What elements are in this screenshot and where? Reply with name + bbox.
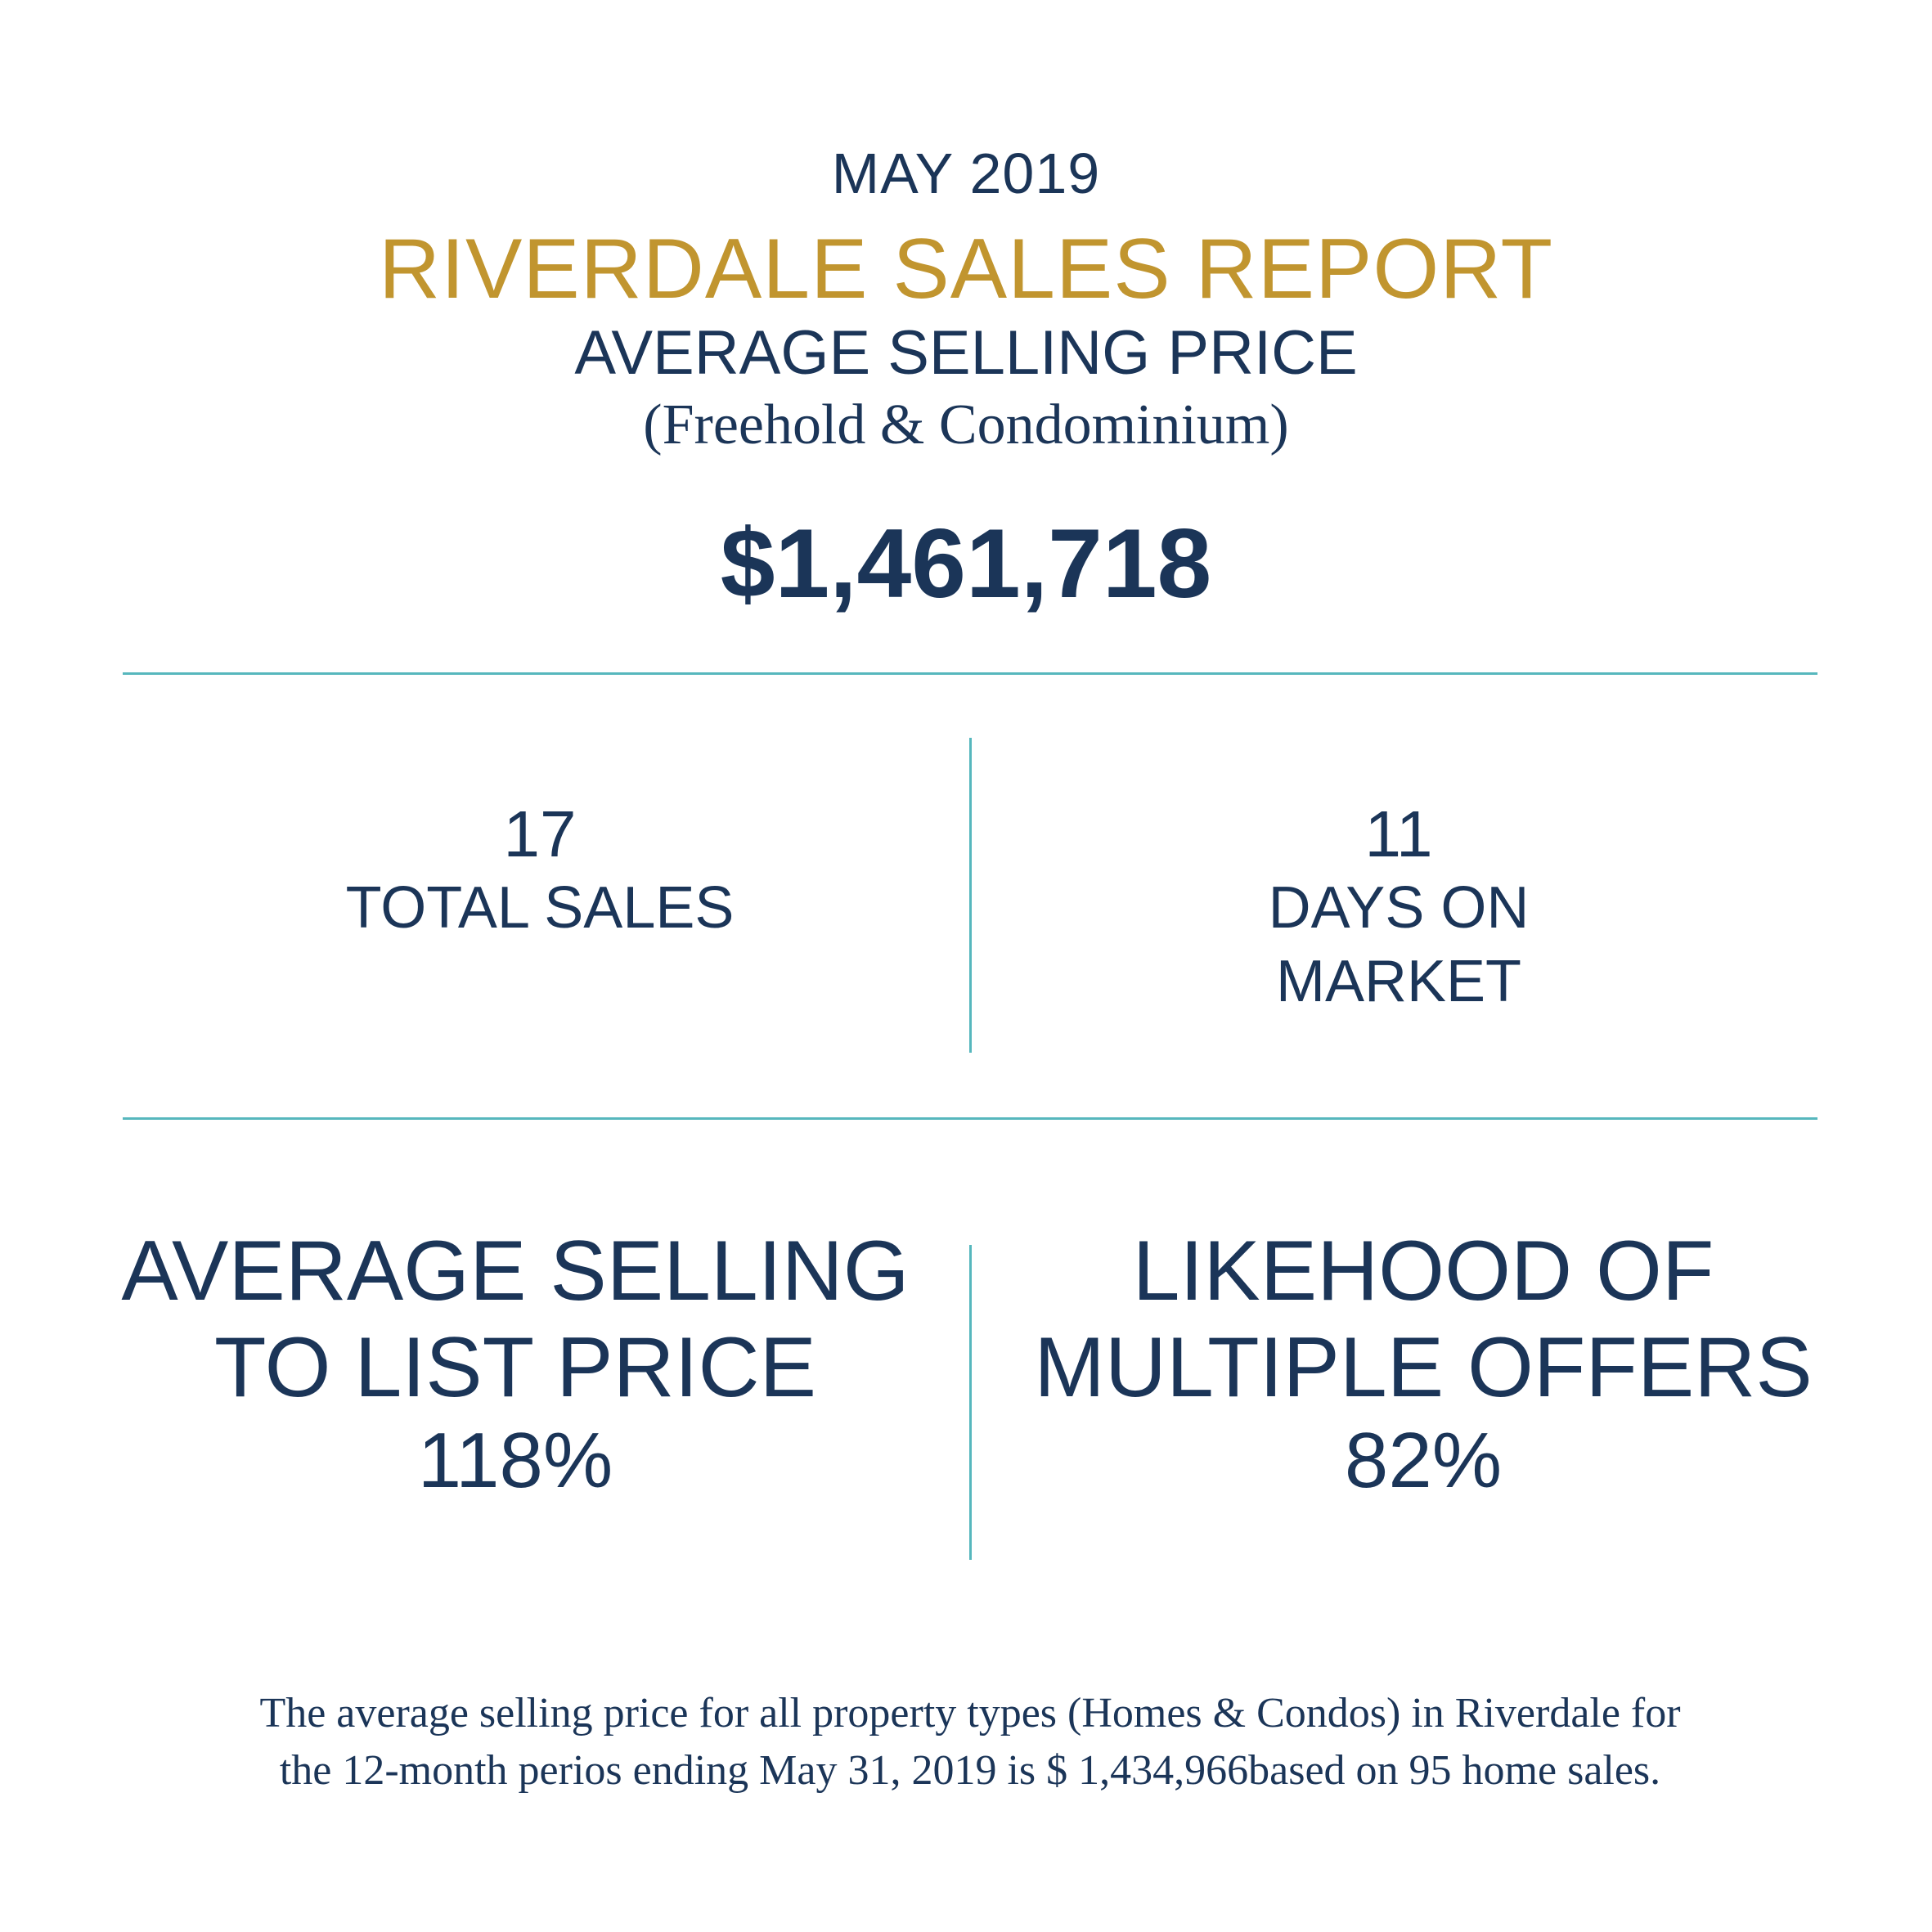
days-on-market-value: 11 (1364, 798, 1433, 870)
total-sales-label: TOTAL SALES (345, 875, 735, 941)
footnote-line1: The average selling price for all proper… (259, 1690, 1681, 1737)
days-on-market-label-line2: MARKET (1275, 949, 1522, 1014)
sell-to-list-value: 118% (417, 1417, 613, 1504)
sell-to-list-line1: AVERAGE SELLING (121, 1224, 910, 1319)
multiple-offers-block: LIKEHOOD OF MULTIPLE OFFERS 82% (1014, 1223, 1832, 1506)
report-subtitle: AVERAGE SELLING PRICE (574, 318, 1358, 388)
average-selling-price: $1,461,718 (720, 509, 1212, 618)
divider-top (123, 672, 1817, 675)
divider-vertical-stats (969, 738, 972, 1053)
sell-to-list-block: AVERAGE SELLING TO LIST PRICE 118% (106, 1223, 924, 1506)
sell-to-list-line2: TO LIST PRICE (214, 1320, 816, 1415)
divider-middle (123, 1117, 1817, 1120)
footnote-line2: the 12-month perios ending May 31, 2019 … (279, 1747, 1661, 1794)
report-title: RIVERDALE SALES REPORT (378, 222, 1554, 317)
total-sales-block: 17 TOTAL SALES (204, 798, 875, 945)
divider-vertical-metrics (969, 1245, 972, 1560)
multiple-offers-line1: LIKEHOOD OF (1132, 1224, 1714, 1319)
report-month: MAY 2019 (831, 142, 1101, 205)
multiple-offers-value: 82% (1344, 1417, 1503, 1504)
multiple-offers-line2: MULTIPLE OFFERS (1034, 1320, 1813, 1415)
days-on-market-block: 11 DAYS ON MARKET (1063, 798, 1734, 1018)
total-sales-value: 17 (503, 798, 577, 870)
footnote: The average selling price for all proper… (123, 1685, 1817, 1799)
property-types: (Freehold & Condominium) (643, 393, 1289, 456)
days-on-market-label-line1: DAYS ON (1268, 875, 1530, 941)
